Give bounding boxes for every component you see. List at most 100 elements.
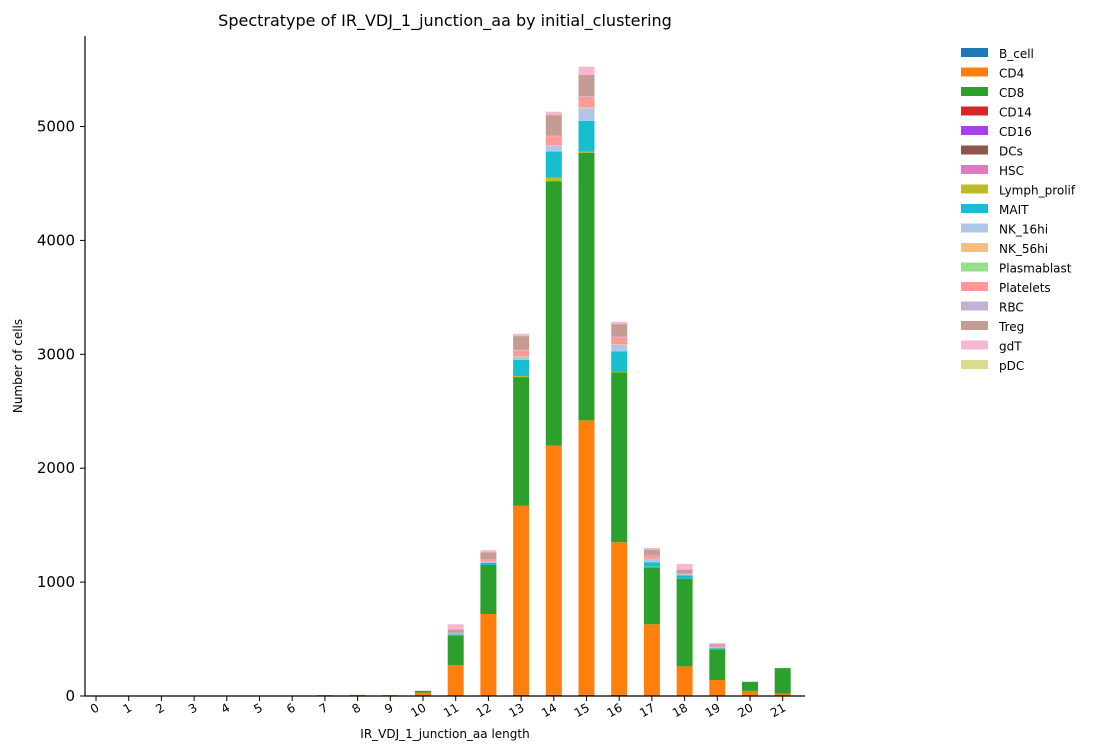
x-tick-label: 13: [506, 700, 526, 720]
bar-20-CD4: [742, 690, 758, 696]
x-tick-label: 7: [317, 700, 331, 716]
x-tick-label: 14: [539, 700, 559, 720]
bar-12-CD8: [480, 565, 497, 614]
x-tick-label: 4: [219, 700, 233, 716]
legend-label-HSC: HSC: [999, 164, 1024, 178]
bar-14-NK_16hi: [545, 145, 562, 152]
bar-13-NK_16hi: [513, 356, 530, 360]
x-tick-label: 3: [186, 700, 200, 716]
bar-14-MAIT: [545, 151, 562, 178]
legend-swatch-Plasmablast: [961, 262, 988, 272]
bar-15-CD8: [578, 152, 595, 421]
bar-12-gdT: [480, 550, 497, 553]
bar-19-Treg: [709, 644, 726, 646]
legend-swatch-Treg: [961, 321, 988, 330]
bar-12-Treg: [480, 552, 497, 560]
bar-13-CD4: [513, 505, 530, 695]
bar-10-CD4: [415, 692, 431, 696]
y-tick-label: 2000: [37, 459, 75, 477]
bar-21-CD4: [774, 693, 791, 696]
bar-14-RBC: [545, 135, 562, 137]
x-tick-label: 1: [121, 700, 135, 716]
bar-16-NK_56hi: [611, 344, 628, 345]
bar-14-Platelets: [545, 136, 562, 146]
bar-14-Lymph_prolif: [545, 177, 562, 182]
x-tick-label: 0: [88, 700, 102, 716]
bar-12-MAIT: [480, 562, 497, 566]
x-tick-label: 18: [670, 700, 690, 720]
legend-swatch-RBC: [961, 301, 988, 311]
legend-label-CD14: CD14: [999, 106, 1032, 120]
y-tick-label: 4000: [37, 231, 75, 249]
y-tick-label: 3000: [37, 345, 75, 363]
bar-13-gdT: [513, 333, 530, 337]
bar-17-NK_16hi: [643, 558, 660, 563]
bar-11-NK_16hi: [447, 633, 464, 635]
x-tick-label: 15: [572, 700, 592, 720]
x-tick-label: 8: [349, 700, 363, 716]
x-tick-label: 2: [153, 700, 167, 716]
bar-14-NK_56hi: [545, 145, 562, 146]
bar-17-gdT: [643, 547, 660, 550]
bar-19-CD4: [709, 680, 726, 696]
bar-16-RBC: [611, 336, 628, 338]
bar-13-Lymph_prolif: [513, 375, 530, 378]
bar-12-NK_16hi: [480, 561, 497, 563]
x-tick-label: 9: [382, 700, 396, 716]
bar-18-gdT: [676, 563, 693, 570]
bar-16-Treg: [611, 324, 628, 337]
bar-15-gdT: [578, 66, 595, 75]
legend-swatch-Platelets: [961, 282, 988, 291]
x-tick-label: 21: [768, 700, 788, 720]
bar-15-Lymph_prolif: [578, 151, 595, 153]
legend-swatch-HSC: [961, 165, 988, 174]
legend-label-B_cell: B_cell: [999, 47, 1034, 61]
chart-title: Spectratype of IR_VDJ_1_junction_aa by i…: [218, 11, 672, 31]
legend-swatch-CD4: [961, 67, 988, 77]
bar-19-NK_16hi: [709, 647, 726, 649]
bar-17-Platelets: [643, 555, 660, 559]
legend-swatch-gdT: [961, 340, 988, 350]
bar-11-Platelets: [447, 632, 464, 634]
x-axis: 0 1 2 3 4 5 6 7 8 9 10 11 12 13 14 15 16 17 18 19 20 21: [85, 695, 805, 720]
bar-13-RBC: [513, 349, 530, 351]
bar-19-CD8: [709, 649, 726, 681]
bar-16-CD8: [611, 372, 628, 543]
legend-label-Platelets: Platelets: [999, 281, 1051, 295]
bar-12-CD4: [480, 613, 497, 696]
legend-label-DCs: DCs: [999, 145, 1023, 159]
bar-13-Platelets: [513, 350, 530, 356]
legend-swatch-DCs: [961, 145, 988, 155]
bar-15-MAIT: [578, 120, 595, 152]
bar-12-Platelets: [480, 559, 497, 562]
legend-swatch-NK_56hi: [961, 243, 988, 252]
y-axis-label: Number of cells: [11, 319, 25, 413]
bar-15-NK_56hi: [578, 107, 595, 109]
bar-16-CD4: [611, 542, 628, 695]
bar-16-Platelets: [611, 337, 628, 345]
legend-label-RBC: RBC: [999, 301, 1024, 315]
bar-17-CD4: [643, 624, 660, 696]
bar-15-Platelets: [578, 96, 595, 108]
legend-label-CD4: CD4: [999, 67, 1024, 81]
bar-13-Treg: [513, 336, 530, 350]
legend-swatch-CD14: [961, 106, 988, 116]
bar-19-Platelets: [709, 645, 726, 648]
legend-label-MAIT: MAIT: [999, 203, 1029, 217]
x-tick-label: 11: [441, 700, 461, 720]
bar-16-Lymph_prolif: [611, 371, 628, 373]
bar-18-NK_16hi: [676, 574, 693, 576]
legend-swatch-B_cell: [961, 48, 988, 57]
legend-label-CD16: CD16: [999, 125, 1032, 139]
bar-21-CD8: [774, 668, 791, 694]
bar-17-Treg: [643, 549, 660, 556]
y-axis: 0 1000 2000 3000 4000 5000: [37, 36, 86, 705]
legend-swatch-CD16: [961, 126, 988, 135]
bar-13-MAIT: [513, 360, 530, 376]
bar-13-NK_56hi: [513, 356, 530, 357]
bar-16-NK_16hi: [611, 344, 628, 352]
legend-label-pDC: pDC: [999, 359, 1024, 373]
bar-11-Treg: [447, 629, 464, 633]
legend-swatch-MAIT: [961, 204, 988, 213]
